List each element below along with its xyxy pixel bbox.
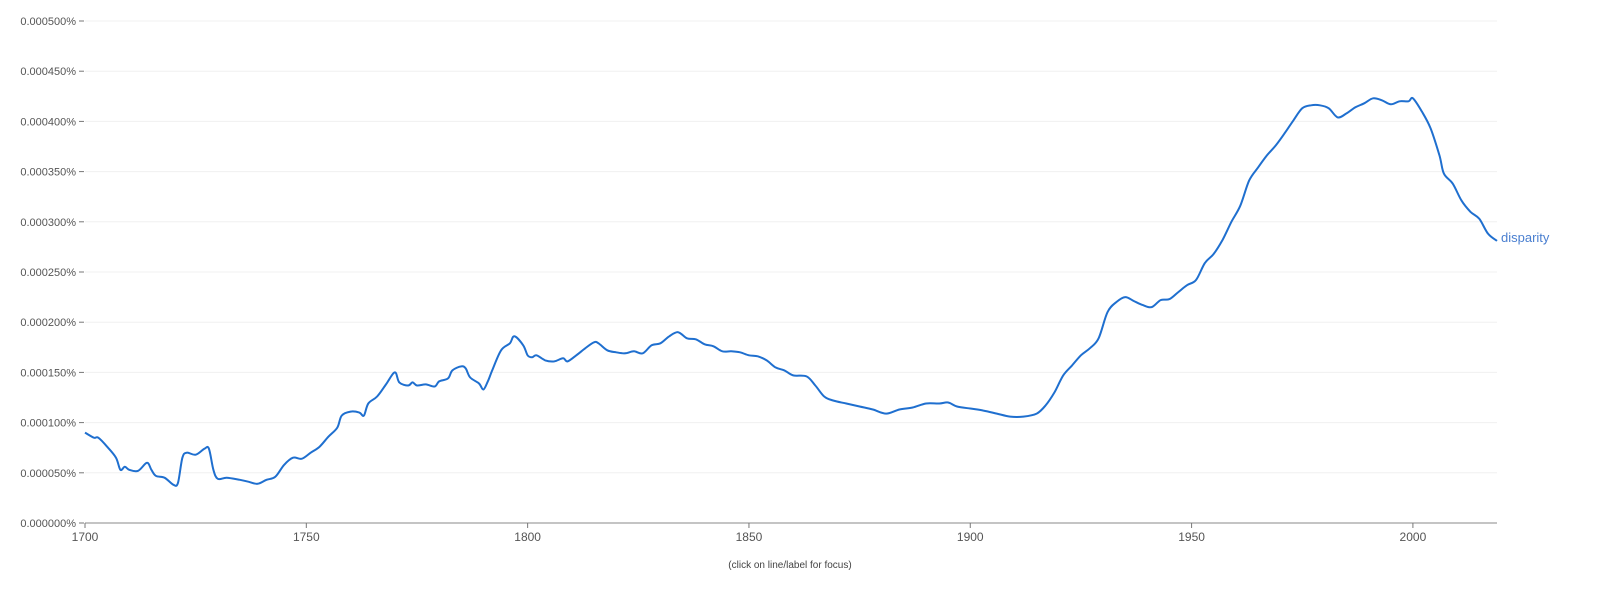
x-tick-label: 1750 bbox=[293, 530, 320, 544]
y-tick-label: 0.000400% bbox=[20, 116, 76, 128]
x-tick-label: 1850 bbox=[736, 530, 763, 544]
y-tick-label: 0.000200% bbox=[20, 317, 76, 329]
gridlines bbox=[85, 20, 1497, 474]
series-label-disparity[interactable]: disparity bbox=[1501, 230, 1550, 245]
y-tick-label: 0.000300% bbox=[20, 217, 76, 229]
x-tick-label: 2000 bbox=[1400, 530, 1427, 544]
x-tick-label: 1900 bbox=[957, 530, 984, 544]
y-tick-label: 0.000050% bbox=[20, 468, 76, 480]
y-tick-label: 0.000000% bbox=[20, 518, 76, 530]
y-tick-label: 0.000100% bbox=[20, 418, 76, 430]
footnote: (click on line/label for focus) bbox=[728, 560, 851, 571]
series-lines[interactable]: disparity bbox=[84, 96, 1550, 487]
x-tick-label: 1800 bbox=[514, 530, 541, 544]
y-tick-label: 0.000500% bbox=[20, 16, 76, 28]
y-tick-label: 0.000350% bbox=[20, 167, 76, 179]
x-tick-label: 1950 bbox=[1178, 530, 1205, 544]
series-line-disparity[interactable] bbox=[84, 96, 1498, 487]
y-axis: 0.000000% 0.000050% 0.000100% 0.000150% 0.00… bbox=[20, 16, 84, 530]
x-axis: 1700 1750 1800 1850 1900 1950 2000 bbox=[72, 522, 1497, 544]
y-tick-label: 0.000150% bbox=[20, 367, 76, 379]
y-tick-label: 0.000250% bbox=[20, 267, 76, 279]
y-tick-label: 0.000450% bbox=[20, 66, 76, 78]
x-tick-label: 1700 bbox=[72, 530, 99, 544]
